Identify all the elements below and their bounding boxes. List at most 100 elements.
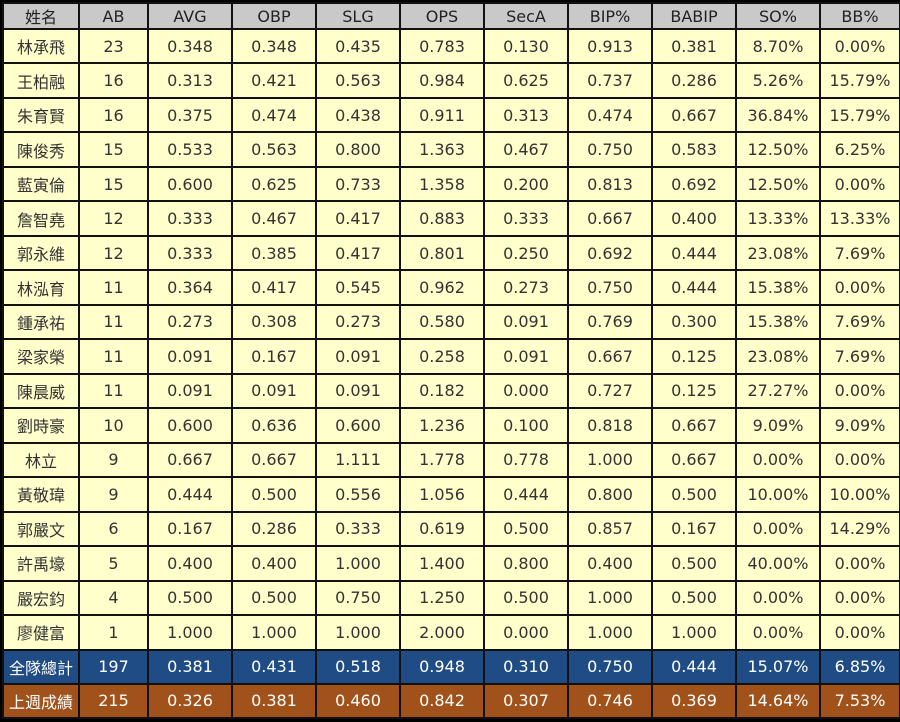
team-total-row: 全隊總計 197 0.381 0.431 0.518 0.948 0.310 0… (4, 650, 899, 683)
header-row: 姓名 AB AVG OBP SLG OPS SecA BIP% BABIP SO… (4, 4, 899, 28)
stat-cell: 0.286 (233, 512, 315, 546)
stat-cell: 0.444 (653, 271, 735, 304)
stat-cell: 0.091 (149, 374, 231, 408)
total-cell: 0.381 (149, 650, 231, 683)
stat-cell: 0.417 (233, 271, 315, 304)
stat-cell: 0.444 (653, 236, 735, 270)
player-name-cell: 黃敬瑋 (4, 478, 78, 511)
stat-cell: 0.667 (569, 202, 651, 235)
col-header-avg: AVG (149, 4, 231, 28)
total-cell: 0.444 (653, 650, 735, 683)
stat-cell: 0.737 (569, 64, 651, 97)
table-row: 郭嚴文 6 0.167 0.286 0.333 0.619 0.500 0.857 0.167 0… (4, 512, 899, 546)
last-week-cell: 7.53% (821, 684, 899, 717)
col-header-bb: BB% (821, 4, 899, 28)
stat-cell: 16 (80, 64, 147, 97)
total-cell: 197 (80, 650, 147, 683)
stat-cell: 0.474 (233, 98, 315, 132)
stat-cell: 0.625 (485, 64, 567, 97)
col-header-obp: OBP (233, 4, 315, 28)
stat-cell: 0.300 (653, 305, 735, 339)
stat-cell: 0.091 (317, 374, 399, 408)
stat-cell: 15.38% (737, 305, 819, 339)
player-name-cell: 梁家榮 (4, 340, 78, 373)
player-name-cell: 嚴宏鈞 (4, 581, 78, 614)
table-row: 朱育賢 16 0.375 0.474 0.438 0.911 0.313 0.474 0.667… (4, 98, 899, 132)
stat-cell: 0.00% (821, 30, 899, 63)
stat-cell: 0.00% (737, 512, 819, 546)
last-week-cell: 0.326 (149, 684, 231, 717)
player-name-cell: 許禹壕 (4, 547, 78, 580)
stat-cell: 0.533 (149, 133, 231, 166)
stat-cell: 15 (80, 133, 147, 166)
stat-cell: 1.000 (569, 443, 651, 477)
stat-cell: 0.667 (653, 409, 735, 442)
stat-cell: 0.962 (401, 271, 483, 304)
stat-cell: 0.444 (485, 478, 567, 511)
stat-cell: 0.500 (233, 478, 315, 511)
stat-cell: 0.563 (317, 64, 399, 97)
stat-cell: 0.667 (233, 443, 315, 477)
stat-cell: 0.625 (233, 167, 315, 201)
table-row: 劉時豪 10 0.600 0.636 0.600 1.236 0.100 0.818 0.667… (4, 409, 899, 442)
last-week-cell: 0.307 (485, 684, 567, 717)
table-row: 梁家榮 11 0.091 0.167 0.091 0.258 0.091 0.667 0.125… (4, 340, 899, 373)
stat-cell: 0.911 (401, 98, 483, 132)
stat-cell: 0.400 (149, 547, 231, 580)
stat-cell: 0.091 (233, 374, 315, 408)
total-cell: 6.85% (821, 650, 899, 683)
stat-cell: 10.00% (737, 478, 819, 511)
stat-cell: 0.500 (653, 478, 735, 511)
col-header-so: SO% (737, 4, 819, 28)
stat-cell: 0.818 (569, 409, 651, 442)
stat-cell: 1.363 (401, 133, 483, 166)
last-week-cell: 0.369 (653, 684, 735, 717)
stat-cell: 0.00% (821, 443, 899, 477)
stat-cell: 0.167 (233, 340, 315, 373)
player-name-cell: 廖健富 (4, 615, 78, 649)
stat-cell: 0.000 (485, 374, 567, 408)
stat-cell: 0.333 (149, 202, 231, 235)
stat-cell: 0.438 (317, 98, 399, 132)
stat-cell: 0.385 (233, 236, 315, 270)
stat-cell: 0.273 (149, 305, 231, 339)
stat-cell: 0.583 (653, 133, 735, 166)
stat-cell: 0.091 (317, 340, 399, 373)
stat-cell: 4 (80, 581, 147, 614)
stat-cell: 0.444 (149, 478, 231, 511)
stat-cell: 1.358 (401, 167, 483, 201)
stat-cell: 0.500 (653, 547, 735, 580)
stat-cell: 0.364 (149, 271, 231, 304)
stat-cell: 0.308 (233, 305, 315, 339)
stat-cell: 0.750 (569, 271, 651, 304)
table-row: 林泓育 11 0.364 0.417 0.545 0.962 0.273 0.750 0.444… (4, 271, 899, 304)
last-week-cell: 上週成績 (4, 684, 78, 717)
stat-cell: 0.467 (485, 133, 567, 166)
stat-cell: 8.70% (737, 30, 819, 63)
stat-cell: 0.692 (653, 167, 735, 201)
table-row: 詹智堯 12 0.333 0.467 0.417 0.883 0.333 0.667 0.400… (4, 202, 899, 235)
stat-cell: 0.00% (737, 443, 819, 477)
last-week-cell: 0.842 (401, 684, 483, 717)
stat-cell: 13.33% (821, 202, 899, 235)
stat-cell: 0.500 (653, 581, 735, 614)
col-header-ops: OPS (401, 4, 483, 28)
stat-cell: 0.984 (401, 64, 483, 97)
last-week-cell: 215 (80, 684, 147, 717)
total-cell: 0.431 (233, 650, 315, 683)
stat-cell: 0.00% (821, 167, 899, 201)
total-cell: 0.310 (485, 650, 567, 683)
table-row: 許禹壕 5 0.400 0.400 1.000 1.400 0.800 0.400 0.500 4… (4, 547, 899, 580)
last-week-cell: 0.746 (569, 684, 651, 717)
total-cell: 全隊總計 (4, 650, 78, 683)
stat-cell: 1.056 (401, 478, 483, 511)
stat-cell: 23.08% (737, 236, 819, 270)
stat-cell: 0.667 (569, 340, 651, 373)
stat-cell: 1.000 (149, 615, 231, 649)
stat-cell: 0.273 (317, 305, 399, 339)
stat-cell: 5.26% (737, 64, 819, 97)
stat-cell: 0.333 (149, 236, 231, 270)
stat-cell: 0.333 (485, 202, 567, 235)
stat-cell: 40.00% (737, 547, 819, 580)
stat-cell: 0.313 (485, 98, 567, 132)
